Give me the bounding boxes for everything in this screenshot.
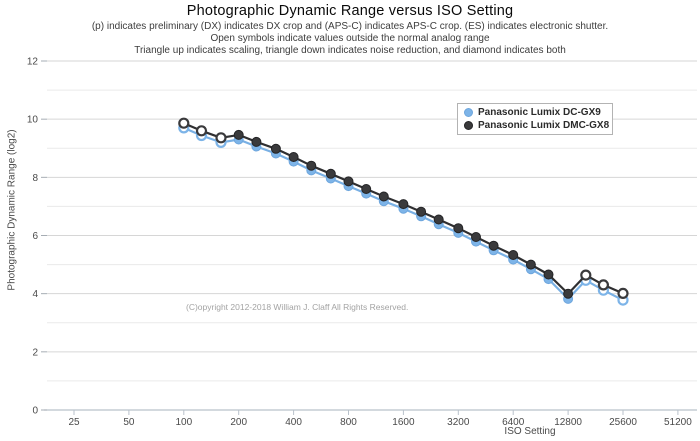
legend-label-gx8: Panasonic Lumix DMC-GX8: [478, 120, 610, 131]
data-point: [580, 269, 592, 281]
x-tick-label: 51200: [664, 417, 692, 428]
x-tick-label: 800: [340, 417, 357, 428]
data-point: [433, 214, 444, 225]
chart-title: Photographic Dynamic Range versus ISO Se…: [186, 3, 514, 19]
legend-marker-gx8-icon: [464, 121, 473, 130]
x-tick-label: 100: [175, 417, 192, 428]
y-axis-label: Photographic Dynamic Range (log2): [6, 129, 18, 291]
data-point: [471, 232, 481, 242]
data-point: [617, 287, 629, 299]
data-point: [597, 279, 610, 291]
data-point: [288, 152, 299, 162]
chart-subtitle-3: Triangle up indicates scaling, triangle …: [134, 44, 566, 56]
y-tick-label: 10: [27, 115, 39, 126]
x-tick-label: 3200: [447, 417, 470, 428]
series-line-0: [182, 126, 625, 302]
x-tick-label: 1600: [392, 417, 415, 428]
data-point: [543, 269, 554, 280]
data-point: [508, 250, 519, 260]
legend-marker-gx9-icon: [464, 108, 473, 117]
data-point: [416, 206, 427, 217]
data-point: [453, 223, 464, 234]
x-tick-label: 200: [230, 417, 247, 428]
y-tick-label: 2: [32, 347, 38, 358]
chart-subtitle-1: (p) indicates preliminary (DX) indicates…: [91, 21, 609, 32]
chart-legend: Panasonic Lumix DC-GX9 Panasonic Lumix D…: [457, 103, 613, 135]
data-point: [215, 132, 227, 144]
legend-item-gx9: Panasonic Lumix DC-GX9: [464, 106, 612, 119]
data-point: [178, 117, 190, 129]
chart-header: Photographic Dynamic Range versus ISO Se…: [0, 2, 700, 56]
y-tick-label: 4: [32, 289, 38, 300]
y-tick-label: 0: [32, 406, 38, 417]
data-point: [251, 136, 262, 147]
data-point: [325, 168, 336, 179]
chart-subtitle-2: Open symbols indicate values outside the…: [210, 32, 490, 44]
x-tick-label: 25600: [609, 417, 637, 428]
x-tick-label: 400: [285, 417, 302, 428]
copyright-text: (C)opyright 2012-2018 William J. Claff A…: [186, 302, 409, 312]
y-tick-label: 6: [32, 231, 38, 242]
legend-item-gx8: Panasonic Lumix DMC-GX8: [464, 119, 612, 132]
x-tick-label: 25: [68, 417, 80, 428]
legend-label-gx9: Panasonic Lumix DC-GX9: [478, 107, 601, 118]
data-point: [563, 288, 574, 299]
data-point: [525, 259, 536, 270]
data-point: [306, 160, 317, 171]
x-tick-label: 12800: [554, 417, 582, 428]
x-axis-label: ISO Setting: [504, 426, 556, 437]
x-tick-label: 6400: [502, 417, 525, 428]
data-point: [233, 129, 244, 140]
data-point: [488, 240, 499, 251]
data-point: [343, 176, 354, 187]
data-point: [378, 191, 389, 202]
data-point: [270, 143, 281, 154]
data-point: [195, 125, 208, 137]
y-tick-label: 8: [32, 173, 38, 184]
y-tick-label: 12: [27, 57, 39, 68]
data-point: [361, 184, 372, 194]
data-point: [398, 199, 409, 210]
x-tick-label: 50: [123, 417, 135, 428]
